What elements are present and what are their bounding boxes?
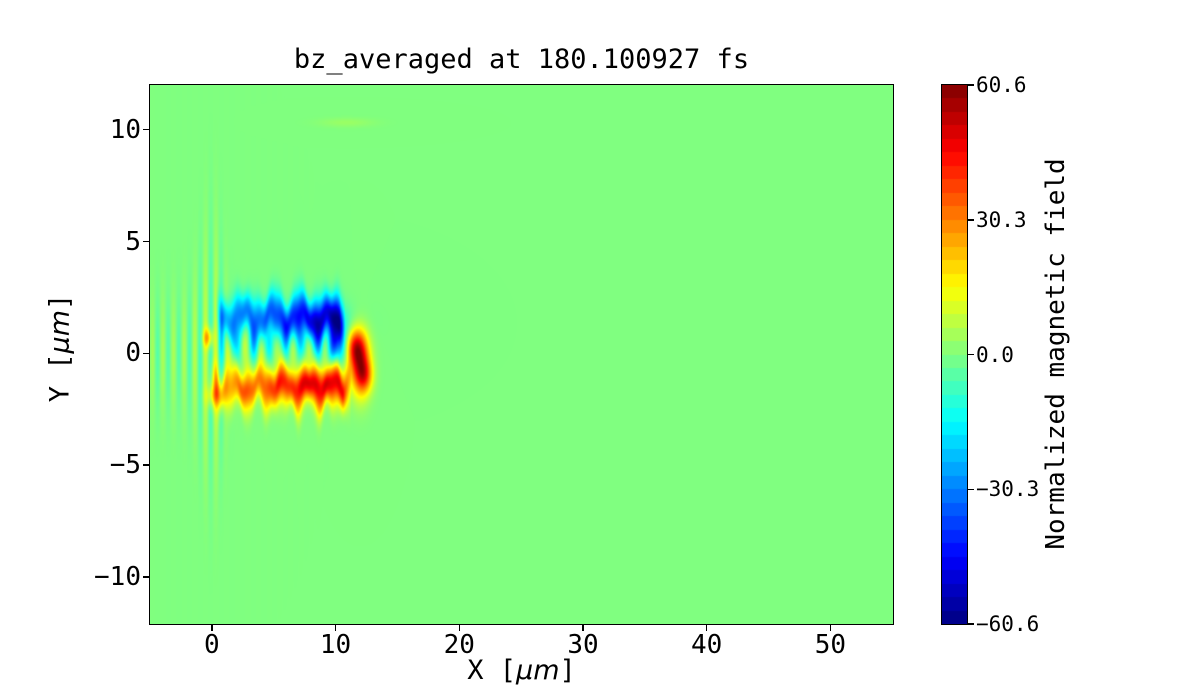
colorbar-tick-mark: [968, 84, 974, 86]
x-axis-label-suffix: ]: [559, 655, 576, 686]
colorbar-tick-mark: [968, 219, 974, 221]
y-tick-label: 10: [109, 114, 141, 145]
y-tick-label: 5: [125, 226, 141, 257]
plot-area: [149, 84, 894, 625]
y-axis-label-suffix: ]: [44, 293, 76, 310]
y-tick-label: 0: [125, 338, 141, 369]
plot-title: bz_averaged at 180.100927 fs: [293, 44, 750, 75]
colorbar-tick-mark: [968, 488, 974, 490]
x-tick-label: 10: [319, 630, 352, 660]
colorbar-label: Normalized magnetic field: [1041, 158, 1071, 550]
colorbar-tick-label: 60.6: [976, 73, 1027, 97]
y-tick-mark: [143, 464, 150, 466]
colorbar-tick-label: 0.0: [976, 342, 1014, 367]
x-tick-mark: [334, 624, 337, 631]
x-tick-mark: [829, 624, 832, 631]
x-tick-label: 30: [567, 630, 599, 660]
x-tick-mark: [211, 624, 213, 631]
x-axis-label-prefix: X [: [467, 655, 517, 686]
y-tick-label: −5: [109, 450, 141, 481]
y-tick-mark: [143, 352, 150, 355]
x-tick-mark: [458, 624, 461, 631]
colorbar-tick-label: −60.6: [976, 612, 1040, 636]
x-tick-label: 50: [814, 630, 847, 660]
colorbar-tick-mark: [968, 353, 974, 356]
colorbar: [941, 84, 968, 625]
x-tick-label: 40: [691, 630, 723, 660]
x-axis-label: X [μm]: [150, 655, 893, 686]
x-tick-label: 20: [443, 630, 475, 660]
x-tick-mark: [582, 624, 584, 631]
x-tick-mark: [705, 624, 708, 631]
y-tick-mark: [143, 128, 150, 131]
x-axis-label-unit: μm: [516, 655, 560, 686]
y-tick-mark: [143, 240, 150, 243]
heatmap-canvas: [150, 85, 893, 624]
x-tick-label: 0: [204, 630, 220, 660]
colorbar-tick-label: 30.3: [976, 207, 1027, 232]
y-tick-label: −10: [94, 562, 141, 593]
y-tick-mark: [143, 576, 150, 578]
colorbar-tick-label: −30.3: [976, 477, 1040, 502]
colorbar-canvas: [942, 85, 967, 624]
colorbar-tick-mark: [968, 623, 974, 625]
